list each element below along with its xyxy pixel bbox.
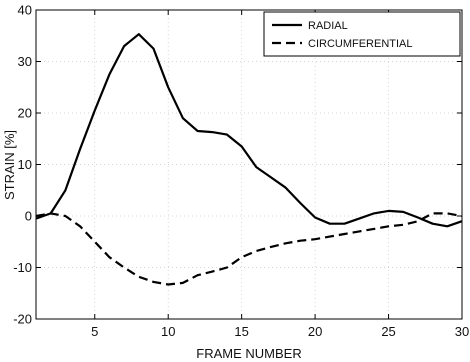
- x-tick-label: 30: [455, 324, 469, 339]
- y-tick-label: 20: [18, 106, 32, 121]
- x-tick-label: 10: [161, 324, 175, 339]
- grid: [36, 10, 463, 319]
- y-tick-label: 0: [25, 209, 32, 224]
- y-tick-label: 40: [18, 3, 32, 18]
- y-tick-labels: -20 -10 0 10 20 30 40: [13, 3, 32, 327]
- legend-label-circumferential: CIRCUMFERENTIAL: [308, 38, 413, 50]
- x-tick-label: 5: [91, 324, 98, 339]
- series-line-radial: [35, 33, 463, 228]
- x-tick-labels: 5 10 15 20 25 30: [91, 324, 469, 339]
- legend: RADIAL CIRCUMFERENTIAL: [263, 11, 461, 57]
- legend-box: [263, 11, 461, 57]
- y-tick-label: 10: [18, 157, 32, 172]
- x-axis-label: FRAME NUMBER: [196, 346, 301, 361]
- y-axis-label: STRAIN [%]: [2, 130, 17, 200]
- series-line-circumferential: [35, 212, 463, 286]
- y-tick-label: -10: [13, 260, 32, 275]
- y-tick-label: 30: [18, 54, 32, 69]
- x-tick-label: 15: [234, 324, 248, 339]
- x-tick-label: 20: [308, 324, 322, 339]
- x-tick-label: 25: [381, 324, 395, 339]
- series-lines: [35, 33, 463, 286]
- y-tick-label: -20: [13, 312, 32, 327]
- legend-label-radial: RADIAL: [308, 20, 348, 32]
